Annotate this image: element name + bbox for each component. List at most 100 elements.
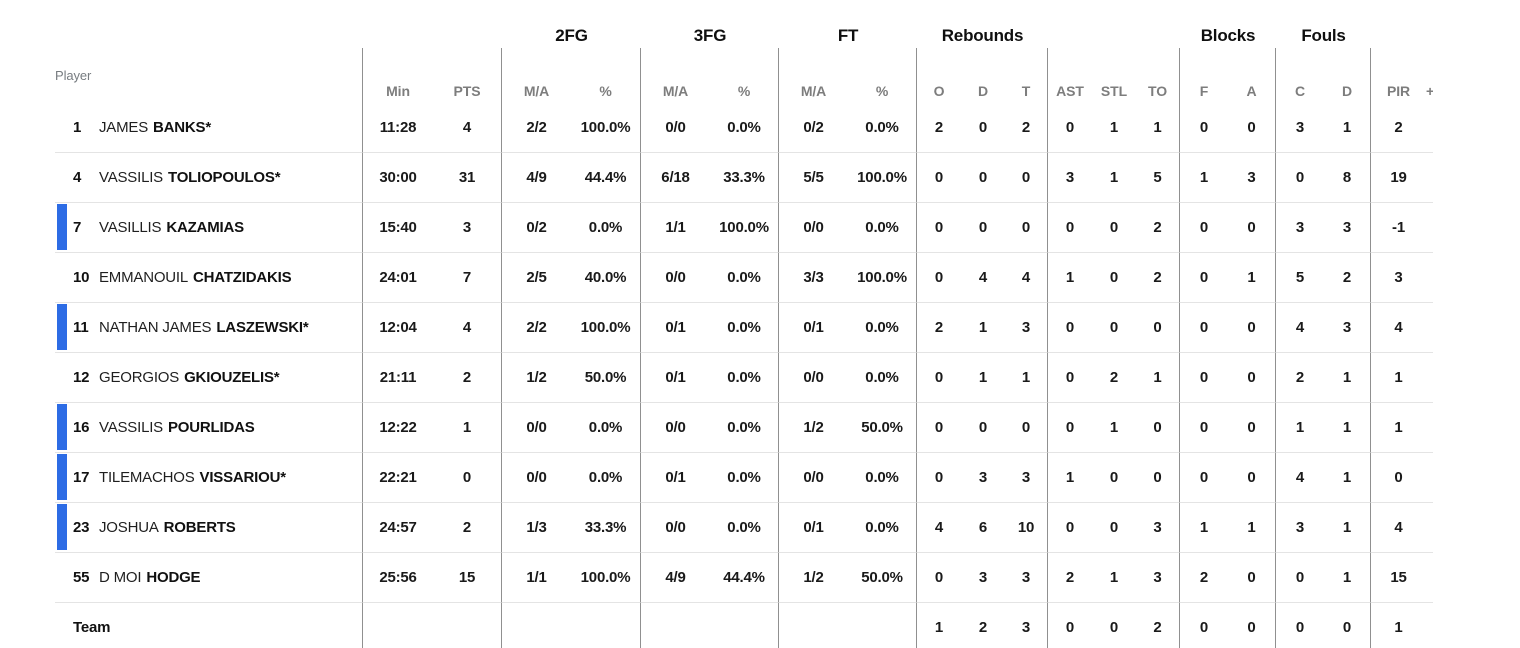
stat-pir: 1	[1371, 353, 1426, 403]
stat-stl: 2	[1092, 353, 1136, 403]
group-header-rebounds: Rebounds	[941, 26, 1024, 45]
on-court-indicator	[57, 304, 67, 350]
stat-ast: 0	[1048, 603, 1092, 648]
stat-2fg-ma: 0/2	[502, 203, 571, 253]
stat-ast: 0	[1048, 503, 1092, 553]
on-court-indicator	[57, 504, 67, 550]
player-name-cell[interactable]: 7 VASILLIS KAZAMIAS	[55, 203, 363, 253]
group-header-ft: FT	[837, 26, 859, 45]
stat-3fg-ma: 4/9	[641, 553, 710, 603]
column-header-ft-pct: %	[848, 48, 917, 103]
player-name-cell[interactable]: 11 NATHAN JAMES LASZEWSKI*	[55, 303, 363, 353]
stat-3fg-ma: 0/1	[641, 353, 710, 403]
stat-reb-d: 0	[961, 403, 1005, 453]
player-first-name: NATHAN JAMES	[99, 319, 212, 336]
stat-to: 2	[1136, 603, 1180, 648]
stat-2fg-pct: 100.0%	[571, 553, 641, 603]
stat-ast: 1	[1048, 453, 1092, 503]
stat-pts: 7	[433, 253, 502, 303]
stat-to: 0	[1136, 403, 1180, 453]
stat-ft-pct: 0.0%	[848, 303, 917, 353]
column-header-foul-d: D	[1324, 48, 1371, 103]
stat-ast: 0	[1048, 303, 1092, 353]
stat-2fg-ma: 1/3	[502, 503, 571, 553]
player-first-name: EMMANOUIL	[99, 269, 189, 286]
stat-ft-ma: 5/5	[779, 153, 848, 203]
stat-blk-f: 0	[1180, 203, 1228, 253]
stat-reb-o: 0	[917, 353, 961, 403]
stat-reb-t: 3	[1005, 303, 1048, 353]
stat-reb-d: 2	[961, 603, 1005, 648]
stat-foul-d: 1	[1324, 353, 1371, 403]
stat-reb-o: 0	[917, 153, 961, 203]
stat-3fg-pct: 0.0%	[710, 303, 779, 353]
player-name-cell[interactable]: 23 JOSHUA ROBERTS	[55, 503, 363, 553]
stat-reb-t: 0	[1005, 203, 1048, 253]
stat-min: 24:01	[363, 253, 433, 303]
stat-ft-pct	[848, 603, 917, 648]
group-header-fouls: Fouls	[1301, 26, 1346, 45]
stat-reb-t: 10	[1005, 503, 1048, 553]
stat-blk-a: 0	[1228, 553, 1276, 603]
stat-2fg-pct: 50.0%	[571, 353, 641, 403]
stat-2fg-ma: 2/5	[502, 253, 571, 303]
stat-pts	[433, 603, 502, 648]
column-header-pir: PIR	[1386, 83, 1411, 99]
player-number: 11	[73, 319, 89, 336]
player-first-name: GEORGIOS	[99, 369, 180, 386]
box-score-panel: 2FG 3FG FT Rebounds Blocks Fouls Player …	[55, 10, 1433, 648]
stat-plus-minus	[1426, 153, 1433, 203]
stat-2fg-pct	[571, 603, 641, 648]
player-name-cell[interactable]: 1 JAMES BANKS*	[55, 103, 363, 153]
stat-2fg-pct: 0.0%	[571, 453, 641, 503]
stat-reb-o: 0	[917, 403, 961, 453]
stat-foul-c: 3	[1276, 503, 1324, 553]
stat-blk-a: 0	[1228, 603, 1276, 648]
stat-pts: 31	[433, 153, 502, 203]
stat-to: 0	[1136, 453, 1180, 503]
stat-ft-pct: 0.0%	[848, 453, 917, 503]
player-name-cell[interactable]: 17 TILEMACHOS VISSARIOU*	[55, 453, 363, 503]
stat-2fg-ma: 1/1	[502, 553, 571, 603]
stat-3fg-pct: 0.0%	[710, 503, 779, 553]
group-header-spacer	[55, 10, 502, 48]
stat-pir: 19	[1371, 153, 1426, 203]
player-first-name: JOSHUA	[99, 519, 159, 536]
stat-foul-c: 3	[1276, 203, 1324, 253]
stat-min: 11:28	[363, 103, 433, 153]
player-first-name: VASSILIS	[99, 419, 163, 436]
stat-reb-t: 4	[1005, 253, 1048, 303]
stat-stl: 1	[1092, 553, 1136, 603]
stat-pir: 0	[1371, 453, 1426, 503]
stat-foul-c: 0	[1276, 603, 1324, 648]
stat-3fg-ma: 0/1	[641, 453, 710, 503]
stat-plus-minus	[1426, 203, 1433, 253]
stat-2fg-pct: 40.0%	[571, 253, 641, 303]
stat-ast: 0	[1048, 403, 1092, 453]
stat-blk-f: 0	[1180, 103, 1228, 153]
player-name-cell[interactable]: 55 D MOI HODGE	[55, 553, 363, 603]
column-header-reb-o: O	[933, 83, 945, 99]
stat-2fg-ma: 0/0	[502, 403, 571, 453]
stat-stl: 0	[1092, 253, 1136, 303]
stat-2fg-pct: 0.0%	[571, 203, 641, 253]
player-last-name: VISSARIOU*	[199, 469, 287, 486]
stat-ft-ma: 0/1	[779, 503, 848, 553]
player-name-cell[interactable]: 4 VASSILIS TOLIOPOULOS*	[55, 153, 363, 203]
player-name-cell[interactable]: 12 GEORGIOS GKIOUZELIS*	[55, 353, 363, 403]
stat-3fg-ma: 6/18	[641, 153, 710, 203]
group-header-3fg: 3FG	[693, 26, 727, 45]
stat-reb-t: 0	[1005, 153, 1048, 203]
stat-2fg-ma: 2/2	[502, 303, 571, 353]
player-number: 16	[73, 419, 90, 436]
player-name-cell[interactable]: 16 VASSILIS POURLIDAS	[55, 403, 363, 453]
stat-foul-c: 0	[1276, 153, 1324, 203]
player-first-name: VASSILIS	[99, 169, 163, 186]
stat-plus-minus	[1426, 553, 1433, 603]
player-name-cell[interactable]: 10 EMMANOUIL CHATZIDAKIS	[55, 253, 363, 303]
column-header-blk-a: A	[1228, 48, 1276, 103]
stat-ast: 3	[1048, 153, 1092, 203]
stat-reb-t: 3	[1005, 553, 1048, 603]
column-header-reb-d: D	[977, 83, 988, 99]
on-court-indicator	[57, 204, 67, 250]
